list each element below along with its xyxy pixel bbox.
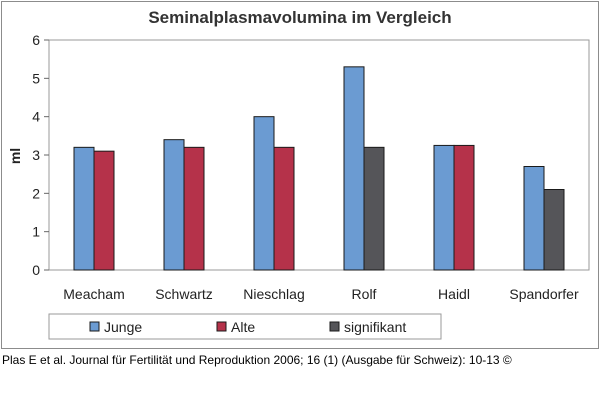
y-tick-label: 3 [32, 147, 40, 163]
legend-swatch-alte [216, 321, 227, 332]
x-tick-label: Haidl [438, 286, 470, 302]
bar-alte-nieschlag [273, 146, 295, 271]
chart-frame: Seminalplasmavolumina im Vergleich ml 0 1… [1, 1, 599, 349]
bar-junge-rolf [343, 66, 365, 271]
bar-junge-schwartz [163, 139, 185, 271]
x-tick-label: Rolf [352, 286, 377, 302]
legend-label-alte: Alte [231, 319, 255, 335]
bar-alte-haidl [453, 144, 475, 271]
y-tick-label: 1 [32, 224, 40, 240]
bar-alte-meacham [93, 150, 115, 271]
plot-area [48, 39, 590, 271]
y-tick-label: 6 [32, 32, 40, 48]
bar-junge-meacham [73, 146, 95, 271]
legend-label-junge: Junge [104, 319, 142, 335]
legend-swatch-junge [89, 321, 100, 332]
x-tick-label: Nieschlag [243, 286, 304, 302]
bar-chart: Seminalplasmavolumina im Vergleich ml 0 1… [7, 8, 590, 340]
chart-title: Seminalplasmavolumina im Vergleich [148, 8, 451, 27]
y-tick-label: 0 [32, 262, 40, 278]
x-tick-label: Meacham [63, 286, 124, 302]
y-tick-label: 4 [32, 109, 40, 125]
bar-junge-haidl [433, 144, 455, 271]
citation: Plas E et al. Journal für Fertilität und… [2, 353, 512, 367]
bar-junge-spandorfer [523, 166, 545, 271]
x-tick-label: Schwartz [155, 286, 213, 302]
x-tick-label: Spandorfer [509, 286, 579, 302]
bar-alte-schwartz [183, 146, 205, 271]
legend-box [48, 313, 442, 340]
bar-junge-nieschlag [253, 116, 275, 271]
y-axis-label: ml [7, 148, 23, 164]
legend-swatch-signifikant [329, 321, 340, 332]
bar-alte-spandorfer [543, 189, 565, 271]
y-tick-label: 5 [32, 70, 40, 86]
bar-alte-rolf [363, 146, 385, 271]
legend-label-signifikant: signifikant [344, 319, 406, 335]
y-tick-label: 2 [32, 185, 40, 201]
